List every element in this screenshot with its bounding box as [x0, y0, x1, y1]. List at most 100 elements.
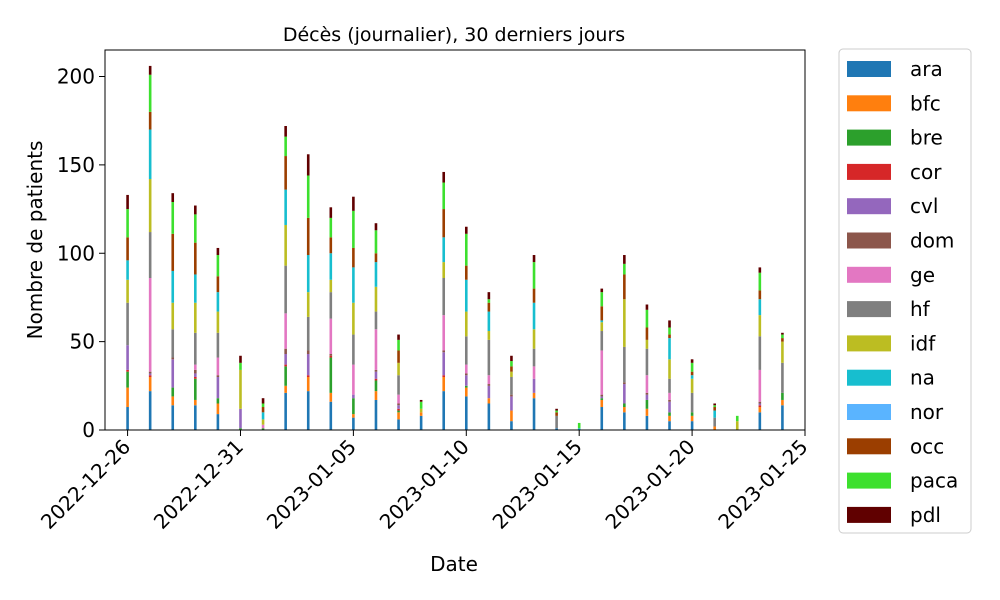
bar-segment-cvl-2023-01-03	[306, 354, 310, 376]
bar-segment-ara-2023-01-13	[532, 398, 536, 430]
bar-segment-bre-2023-01-05	[352, 398, 355, 415]
legend-label-cor: cor	[910, 160, 942, 184]
bar-segment-paca-2023-01-21	[713, 405, 716, 408]
bar-segment-pdl-2023-01-06	[374, 223, 378, 231]
bar-segment-hf-2022-12-27	[148, 232, 152, 278]
bar-segment-bre-2023-01-01	[261, 428, 265, 430]
bar-segment-pdl-2023-01-11	[487, 292, 491, 300]
legend-label-idf: idf	[910, 331, 936, 355]
legend-label-dom: dom	[910, 229, 954, 253]
bar-segment-cor-2023-01-04	[329, 355, 333, 358]
bar-segment-hf-2023-01-19	[668, 378, 671, 393]
bar-segment-hf-2023-01-18	[645, 348, 649, 376]
bar-segment-na-2023-01-04	[329, 253, 333, 280]
bar-segment-paca-2023-01-11	[487, 299, 491, 303]
bar-segment-bfc-2022-12-27	[148, 376, 152, 392]
bar-segment-pdl-2023-01-08	[419, 399, 423, 402]
bar-segment-cvl-2022-12-31	[239, 408, 242, 429]
bar-segment-bre-2023-01-24	[781, 392, 784, 400]
bar-segment-occ-2023-01-16	[600, 306, 604, 321]
legend-label-paca: paca	[910, 469, 958, 493]
bar-segment-paca-2023-01-20	[690, 362, 694, 372]
legend-swatch-cvl	[847, 198, 891, 215]
bar-segment-ge-2022-12-27	[148, 278, 152, 372]
bar-segment-occ-2022-12-29	[194, 242, 197, 275]
bar-segment-dom-2022-12-27	[148, 371, 152, 374]
bar-segment-cvl-2023-01-07	[397, 405, 400, 409]
bar-segment-dom-2023-01-06	[374, 369, 378, 372]
bar-segment-cvl-2023-01-06	[374, 371, 378, 379]
bar-segment-hf-2022-12-30	[216, 332, 220, 358]
bar-segment-na-2022-12-29	[194, 274, 197, 303]
bar-segment-cvl-2023-01-19	[668, 401, 671, 413]
bar-segment-ara-2022-12-29	[194, 405, 197, 430]
bar-segment-dom-2023-01-16	[600, 394, 604, 397]
y-tick-label: 150	[57, 153, 95, 177]
bar-segment-ge-2023-01-11	[487, 375, 491, 385]
bar-segment-bre-2023-01-17	[623, 403, 626, 408]
bar-segment-idf-2023-01-03	[306, 292, 310, 317]
x-tick-label: 2023-01-20	[600, 435, 699, 534]
bar-segment-cor-2023-01-03	[306, 375, 310, 377]
bar-segment-paca-2023-01-09	[442, 182, 446, 210]
y-axis-title: Nombre de patients	[23, 141, 47, 340]
legend-swatch-nor	[847, 404, 891, 420]
bar-segment-occ-2023-01-11	[487, 302, 491, 312]
bar-segment-bfc-2023-01-20	[690, 415, 694, 422]
bar-segment-hf-2023-01-14	[555, 415, 558, 429]
bar-segment-hf-2022-12-29	[194, 332, 197, 365]
bar-segment-idf-2023-01-13	[532, 329, 536, 349]
bar-segment-bfc-2023-01-09	[442, 376, 446, 392]
bar-segment-hf-2023-01-16	[600, 331, 604, 351]
legend-swatch-bre	[847, 129, 891, 146]
bar-segment-bfc-2023-01-13	[532, 392, 536, 399]
bar-segment-pdl-2022-12-31	[239, 355, 242, 363]
bar-segment-paca-2022-12-28	[171, 202, 175, 234]
bar-segment-dom-2023-01-09	[442, 350, 446, 353]
bar-segment-na-2023-01-05	[352, 267, 355, 303]
bar-segment-idf-2023-01-24	[781, 341, 784, 363]
bar-segment-paca-2023-01-15	[577, 422, 581, 429]
bar-segment-pdl-2022-12-28	[171, 193, 175, 202]
bar-segment-hf-2023-01-10	[464, 336, 468, 365]
bar-segment-pdl-2023-01-03	[306, 154, 310, 176]
bar-segment-bfc-2023-01-19	[668, 415, 671, 422]
bar-segment-pdl-2022-12-30	[216, 247, 220, 256]
bar-segment-dom-2023-01-17	[623, 382, 626, 385]
bar-segment-pdl-2023-01-04	[329, 207, 333, 218]
x-tick-label: 2023-01-25	[713, 435, 812, 534]
bar-segment-pdl-2023-01-20	[690, 359, 694, 363]
bar-segment-pdl-2023-01-18	[645, 304, 649, 310]
bar-segment-na-2023-01-16	[600, 320, 604, 323]
legend-swatch-bfc	[847, 95, 891, 112]
bar-segment-paca-2023-01-02	[284, 136, 287, 157]
bar-segment-occ-2023-01-14	[555, 412, 558, 416]
bar-segment-paca-2022-12-29	[194, 214, 197, 243]
bar-segment-hf-2023-01-05	[352, 334, 355, 365]
legend-label-bre: bre	[910, 126, 943, 150]
bar-segment-na-2022-12-27	[148, 129, 152, 180]
bar-segment-hf-2023-01-09	[442, 278, 446, 316]
bar-segment-ara-2023-01-12	[510, 421, 513, 430]
bar-segment-idf-2023-01-01	[261, 419, 265, 425]
bar-segment-cor-2023-01-07	[397, 408, 400, 411]
bar-segment-ge-2023-01-13	[532, 366, 536, 379]
bar-segment-ge-2023-01-01	[261, 424, 265, 429]
bar-segment-ara-2023-01-06	[374, 399, 378, 430]
bar-segment-cvl-2023-01-11	[487, 385, 491, 399]
bar-segment-ara-2023-01-20	[690, 421, 694, 430]
bar-segment-pdl-2023-01-13	[532, 255, 536, 263]
bar-segment-dom-2022-12-29	[194, 369, 197, 374]
bar-segment-bre-2023-01-18	[645, 399, 649, 409]
bar-segment-cvl-2023-01-16	[600, 396, 604, 399]
bar-segment-cor-2023-01-02	[284, 364, 287, 367]
bar-segment-idf-2023-01-06	[374, 286, 378, 312]
bar-segment-occ-2022-12-26	[126, 237, 129, 261]
bar-segment-pdl-2023-01-24	[781, 332, 784, 335]
bar-segment-dom-2023-01-10	[464, 373, 468, 376]
legend-swatch-pdl	[847, 506, 891, 523]
bar-segment-occ-2023-01-04	[329, 237, 333, 254]
bar-segment-cvl-2023-01-23	[758, 403, 762, 406]
bar-segment-ge-2023-01-09	[442, 315, 446, 351]
bar-segment-bre-2023-01-20	[690, 412, 694, 416]
